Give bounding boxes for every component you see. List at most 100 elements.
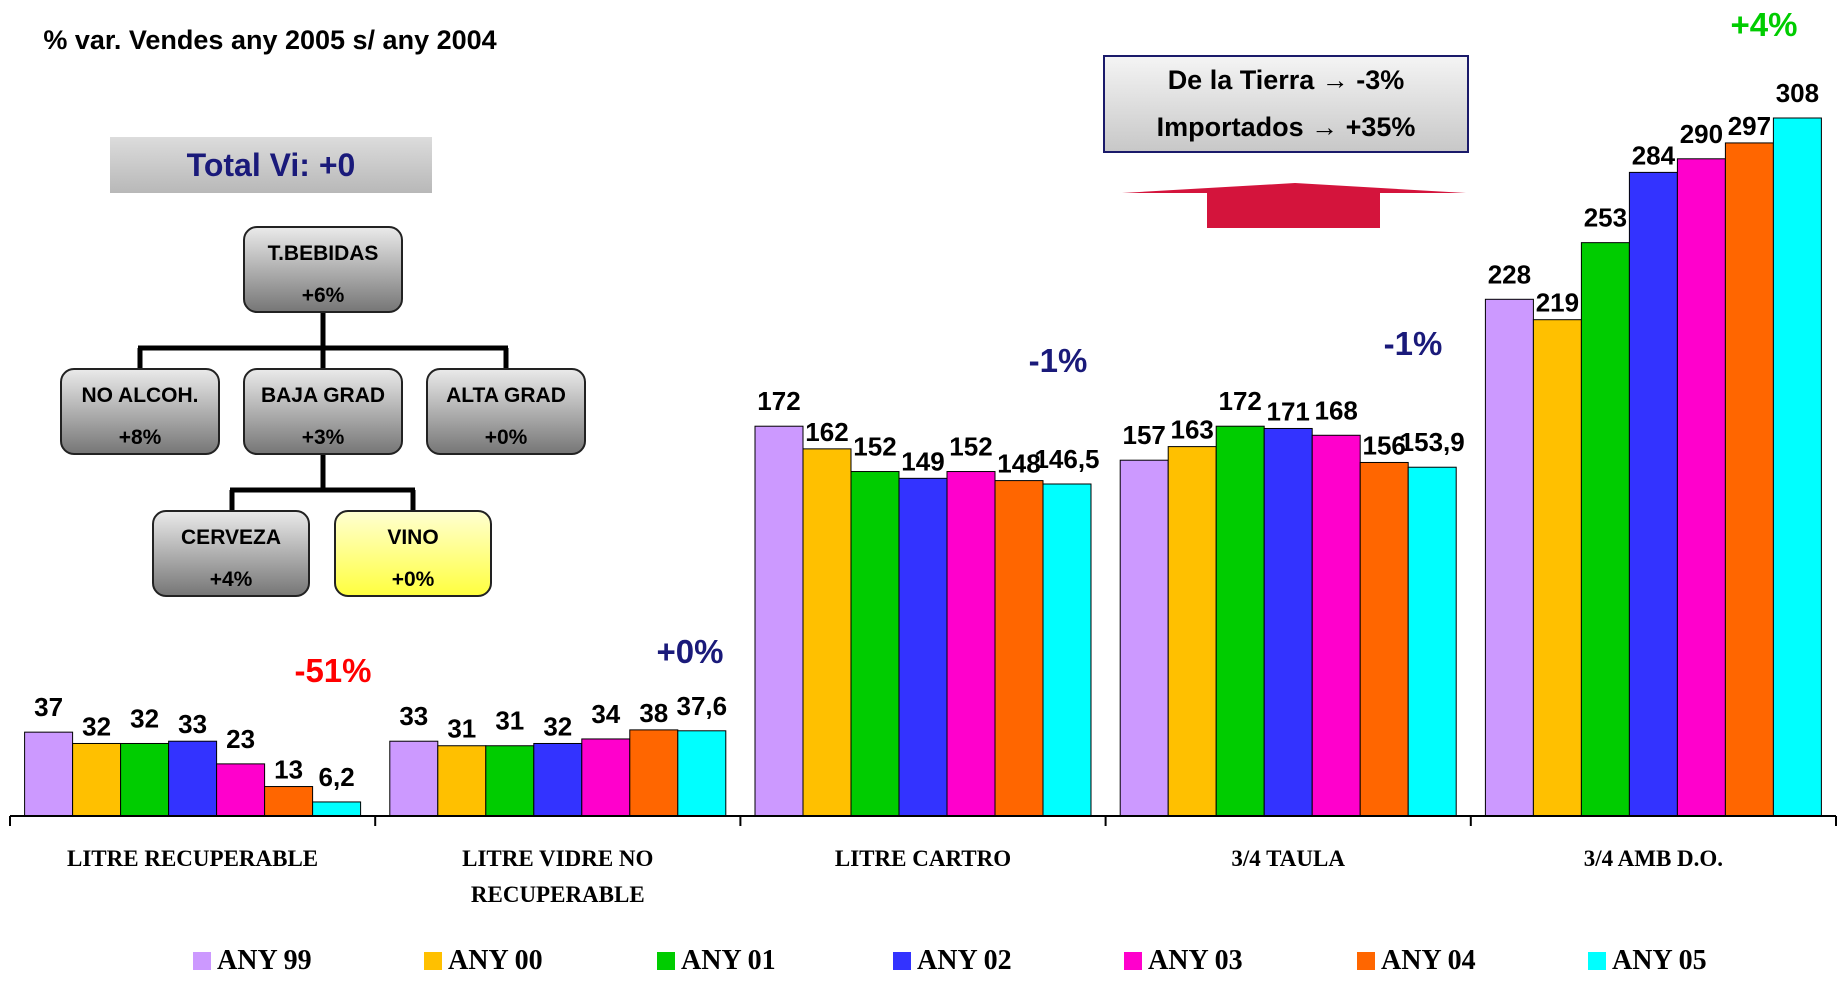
data-label: 171 bbox=[1267, 396, 1310, 426]
data-label: 34 bbox=[591, 699, 620, 729]
data-label: 32 bbox=[82, 711, 111, 741]
tree-node-cerveza: CERVEZA +4% bbox=[152, 510, 310, 597]
bar-3-4 bbox=[1311, 434, 1361, 817]
tree-node-label: CERVEZA bbox=[181, 526, 281, 549]
legend-label: ANY 02 bbox=[917, 945, 1012, 976]
info-line-importados: Importados → +35% bbox=[1156, 112, 1416, 142]
bar-3-5 bbox=[1359, 461, 1409, 817]
bar-4-5 bbox=[1724, 142, 1774, 817]
data-label: 23 bbox=[226, 724, 255, 754]
x-tick-label: LITRE RECUPERABLE bbox=[67, 846, 318, 871]
legend-item: ANY 99 bbox=[193, 945, 312, 977]
data-label: 297 bbox=[1728, 111, 1771, 141]
bars-layer bbox=[24, 117, 1822, 817]
data-label: 172 bbox=[757, 386, 800, 416]
origin-info-box: De la Tierra → -3% Importados → +35% bbox=[1103, 55, 1469, 153]
tree-node-value: +8% bbox=[118, 426, 162, 449]
data-label: 219 bbox=[1536, 288, 1579, 318]
legend: ANY 99 ANY 00 ANY 01 ANY 02 ANY 03 ANY 04 ANY … bbox=[0, 945, 1843, 977]
bar-2-3 bbox=[898, 477, 948, 817]
legend-item: ANY 02 bbox=[893, 945, 1012, 977]
variation-annotation: -1% bbox=[1384, 325, 1443, 362]
legend-label: ANY 05 bbox=[1612, 945, 1707, 976]
tree-node-label: T.BEBIDAS bbox=[267, 242, 379, 265]
legend-swatch bbox=[424, 951, 442, 970]
bar-3-6 bbox=[1407, 466, 1457, 817]
data-label: 156 bbox=[1363, 430, 1406, 460]
data-label: 33 bbox=[178, 709, 207, 739]
data-label: 31 bbox=[495, 706, 524, 736]
data-label: 149 bbox=[901, 446, 944, 476]
bar-1-3 bbox=[533, 742, 583, 817]
bar-3-1 bbox=[1167, 446, 1217, 817]
annotations-layer: -51% +0% -1% -1% +4% bbox=[294, 6, 1797, 689]
data-label: 146,5 bbox=[1034, 444, 1099, 474]
bar-2-1 bbox=[802, 448, 852, 817]
tree-node-label: VINO bbox=[387, 526, 439, 549]
data-label: 253 bbox=[1584, 203, 1627, 233]
bar-1-2 bbox=[485, 745, 535, 817]
tree-node-value: +3% bbox=[301, 426, 345, 449]
tree-connectors bbox=[137, 313, 509, 510]
data-label: 33 bbox=[399, 701, 428, 731]
bar-3-3 bbox=[1263, 427, 1313, 817]
bar-4-1 bbox=[1532, 319, 1582, 817]
bar-2-0 bbox=[754, 425, 804, 817]
data-label: 13 bbox=[274, 755, 303, 785]
bar-4-6 bbox=[1772, 117, 1822, 817]
data-label: 31 bbox=[447, 714, 476, 744]
legend-label: ANY 04 bbox=[1381, 945, 1476, 976]
bar-1-4 bbox=[581, 738, 631, 817]
data-label: 152 bbox=[949, 432, 992, 462]
legend-label: ANY 01 bbox=[681, 945, 776, 976]
bar-4-3 bbox=[1628, 171, 1678, 817]
bar-1-5 bbox=[629, 729, 679, 817]
tree-node-label: BAJA GRAD bbox=[260, 384, 386, 407]
bar-0-3 bbox=[168, 740, 218, 817]
bar-0-5 bbox=[264, 786, 314, 817]
data-label: 162 bbox=[805, 417, 848, 447]
bar-3-2 bbox=[1215, 425, 1265, 817]
bar-2-4 bbox=[946, 471, 996, 817]
data-label: 290 bbox=[1680, 119, 1723, 149]
variation-annotation: -1% bbox=[1029, 342, 1088, 379]
data-label: 163 bbox=[1171, 415, 1214, 445]
legend-swatch bbox=[193, 951, 211, 970]
legend-item: ANY 01 bbox=[657, 945, 776, 977]
legend-item: ANY 05 bbox=[1588, 945, 1707, 977]
bar-3-0 bbox=[1119, 459, 1169, 817]
legend-swatch bbox=[1588, 951, 1606, 970]
legend-swatch bbox=[1357, 951, 1375, 970]
legend-label: ANY 00 bbox=[448, 945, 543, 976]
info-line-tierra: De la Tierra → -3% bbox=[1167, 65, 1405, 95]
bar-2-2 bbox=[850, 471, 900, 817]
data-label: 308 bbox=[1776, 78, 1819, 108]
bar-1-0 bbox=[389, 740, 439, 817]
tree-node-alta-grad: ALTA GRAD +0% bbox=[426, 368, 586, 455]
x-tick-label: LITRE VIDRE NO RECUPERABLE bbox=[462, 846, 653, 907]
legend-item: ANY 04 bbox=[1357, 945, 1476, 977]
data-label: 172 bbox=[1219, 386, 1262, 416]
legend-swatch bbox=[893, 951, 911, 970]
bar-4-2 bbox=[1580, 242, 1630, 817]
data-label: 32 bbox=[543, 711, 572, 741]
legend-item: ANY 00 bbox=[424, 945, 543, 977]
data-label: 6,2 bbox=[319, 762, 355, 792]
data-label: 284 bbox=[1632, 140, 1676, 170]
x-tick-label: 3/4 AMB D.O. bbox=[1584, 846, 1723, 871]
data-label: 152 bbox=[853, 432, 896, 462]
bar-0-0 bbox=[24, 731, 74, 817]
data-label: 168 bbox=[1315, 395, 1358, 425]
bar-2-6 bbox=[1042, 483, 1092, 817]
tree-node-label: ALTA GRAD bbox=[446, 384, 566, 407]
tree-node-label: NO ALCOH. bbox=[81, 384, 199, 407]
data-label: 153,9 bbox=[1400, 427, 1465, 457]
bar-0-2 bbox=[120, 742, 170, 817]
x-axis: LITRE RECUPERABLE LITRE VIDRE NO RECUPERAB… bbox=[9, 815, 1837, 907]
bar-4-4 bbox=[1676, 158, 1726, 817]
data-label: 157 bbox=[1123, 420, 1166, 450]
total-vi-box: Total Vi: +0 bbox=[110, 137, 432, 193]
bar-0-4 bbox=[216, 763, 266, 817]
